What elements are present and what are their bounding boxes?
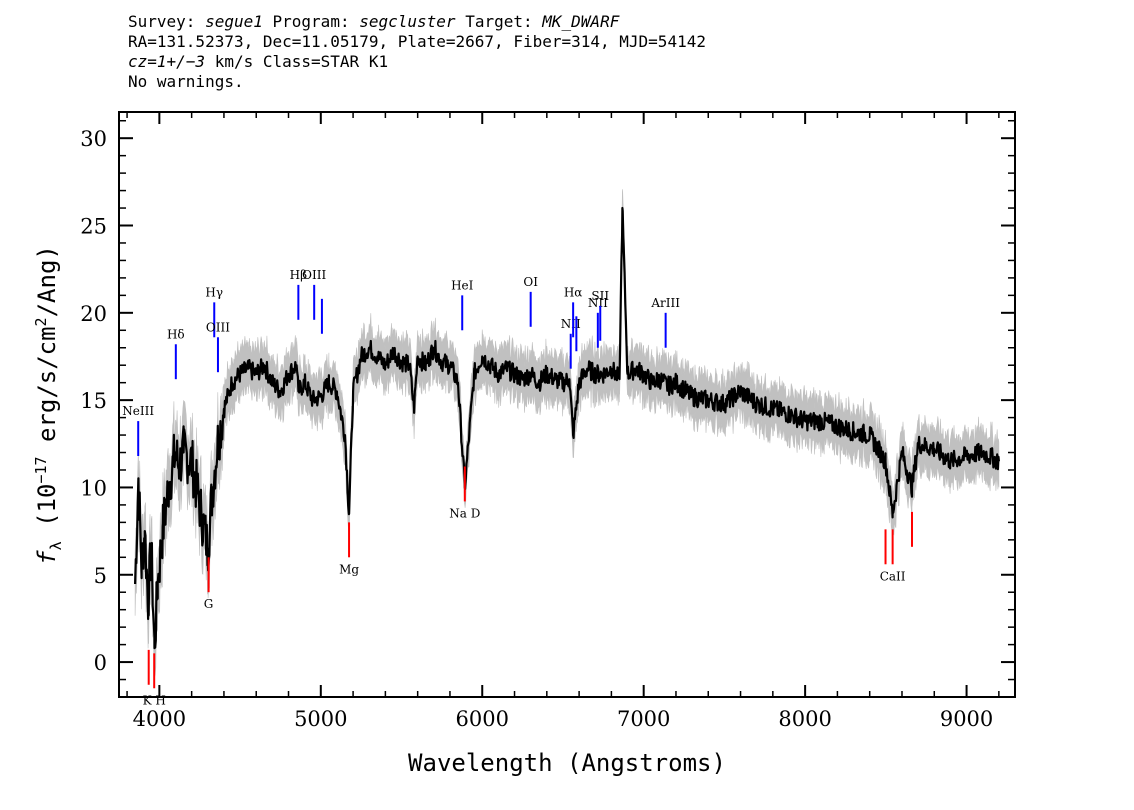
emission-line-label: HeI <box>451 278 474 292</box>
program-value: segcluster <box>359 12 456 31</box>
absorption-line-label: G <box>204 597 214 611</box>
survey-label: Survey: <box>128 12 196 31</box>
absorption-line-label: Na D <box>449 506 480 520</box>
y-tick-label: 30 <box>80 127 107 151</box>
absorption-line-label: CaII <box>880 569 906 583</box>
plot-frame <box>118 111 1016 698</box>
survey-value: segue1 <box>205 12 263 31</box>
emission-line-label: SII <box>591 289 609 303</box>
y-tick-label: 15 <box>80 389 107 413</box>
absorption-line-label: Mg <box>339 562 359 576</box>
header-line-3: cz=1+/−3 km/s Class=STAR K1 <box>128 52 706 72</box>
emission-line-label: OI <box>523 275 538 289</box>
emission-line-label: ArIII <box>650 296 680 310</box>
axis-ticks-layer: 4000 5000 6000 7000 8000 9000 0 5 10 15 20 25 30 <box>80 112 1015 731</box>
x-tick-label: 5000 <box>294 707 347 731</box>
error-band-layer <box>134 189 1000 678</box>
y-tick-label: 25 <box>80 215 107 239</box>
y-axis-label: fλ (10−17 erg/s/cm2/Ang) <box>32 245 65 565</box>
emission-line-label: Hβ <box>290 268 307 282</box>
target-value: MK_DWARF <box>542 12 620 31</box>
x-tick-label: 8000 <box>778 707 831 731</box>
absorption-line-label: K H <box>143 693 166 707</box>
y-tick-label: 5 <box>94 564 107 588</box>
y-tick-label: 20 <box>80 302 107 326</box>
class-value: km/s Class=STAR K1 <box>205 52 389 71</box>
spectrum-line <box>134 206 1000 650</box>
spectrum-layer <box>134 206 1000 650</box>
program-label: Program: <box>272 12 350 31</box>
header-line-4: No warnings. <box>128 72 244 91</box>
x-tick-label: 4000 <box>133 707 186 731</box>
emission-line-label: Hγ <box>205 285 223 299</box>
x-tick-label: 6000 <box>456 707 509 731</box>
target-label: Target: <box>465 12 533 31</box>
emission-line-label: Hδ <box>167 327 185 341</box>
header-line-1: Survey: segue1 Program: segcluster Targe… <box>128 12 706 32</box>
emission-line-label: OIII <box>206 320 230 334</box>
emission-line-label: OIII <box>302 268 326 282</box>
y-tick-label: 0 <box>94 651 107 675</box>
spectrum-header: Survey: segue1 Program: segcluster Targe… <box>128 12 706 92</box>
y-tick-label: 10 <box>80 476 107 500</box>
emission-line-label: NeIII <box>122 404 154 418</box>
redshift-value: cz=1+/−3 <box>128 52 206 71</box>
emission-line-label: NII <box>588 296 608 310</box>
x-tick-label: 7000 <box>617 707 670 731</box>
error-band <box>134 189 1000 678</box>
emission-line-label: Hα <box>564 285 583 299</box>
x-tick-label: 9000 <box>940 707 993 731</box>
x-axis-label: Wavelength (Angstroms) <box>408 749 726 777</box>
emission-line-label: NII <box>561 317 581 331</box>
header-line-2: RA=131.52373, Dec=11.05179, Plate=2667, … <box>128 32 706 51</box>
